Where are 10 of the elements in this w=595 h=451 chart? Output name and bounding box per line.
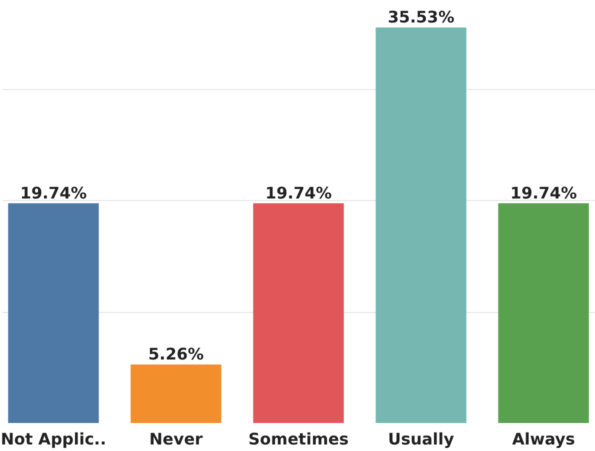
x-tick-label: Always	[512, 430, 575, 448]
x-tick-label: Usually	[388, 430, 455, 448]
x-tick-label: Never	[149, 430, 203, 448]
x-tick-label: Not Applic..	[0, 430, 106, 448]
data-label: 5.26%	[148, 344, 204, 364]
data-label: 19.74%	[265, 183, 332, 202]
data-label: 19.74%	[510, 183, 577, 202]
x-tick-label: Sometimes	[248, 430, 349, 448]
data-label: 35.53%	[388, 7, 454, 26]
data-label: 19.74%	[20, 183, 87, 202]
